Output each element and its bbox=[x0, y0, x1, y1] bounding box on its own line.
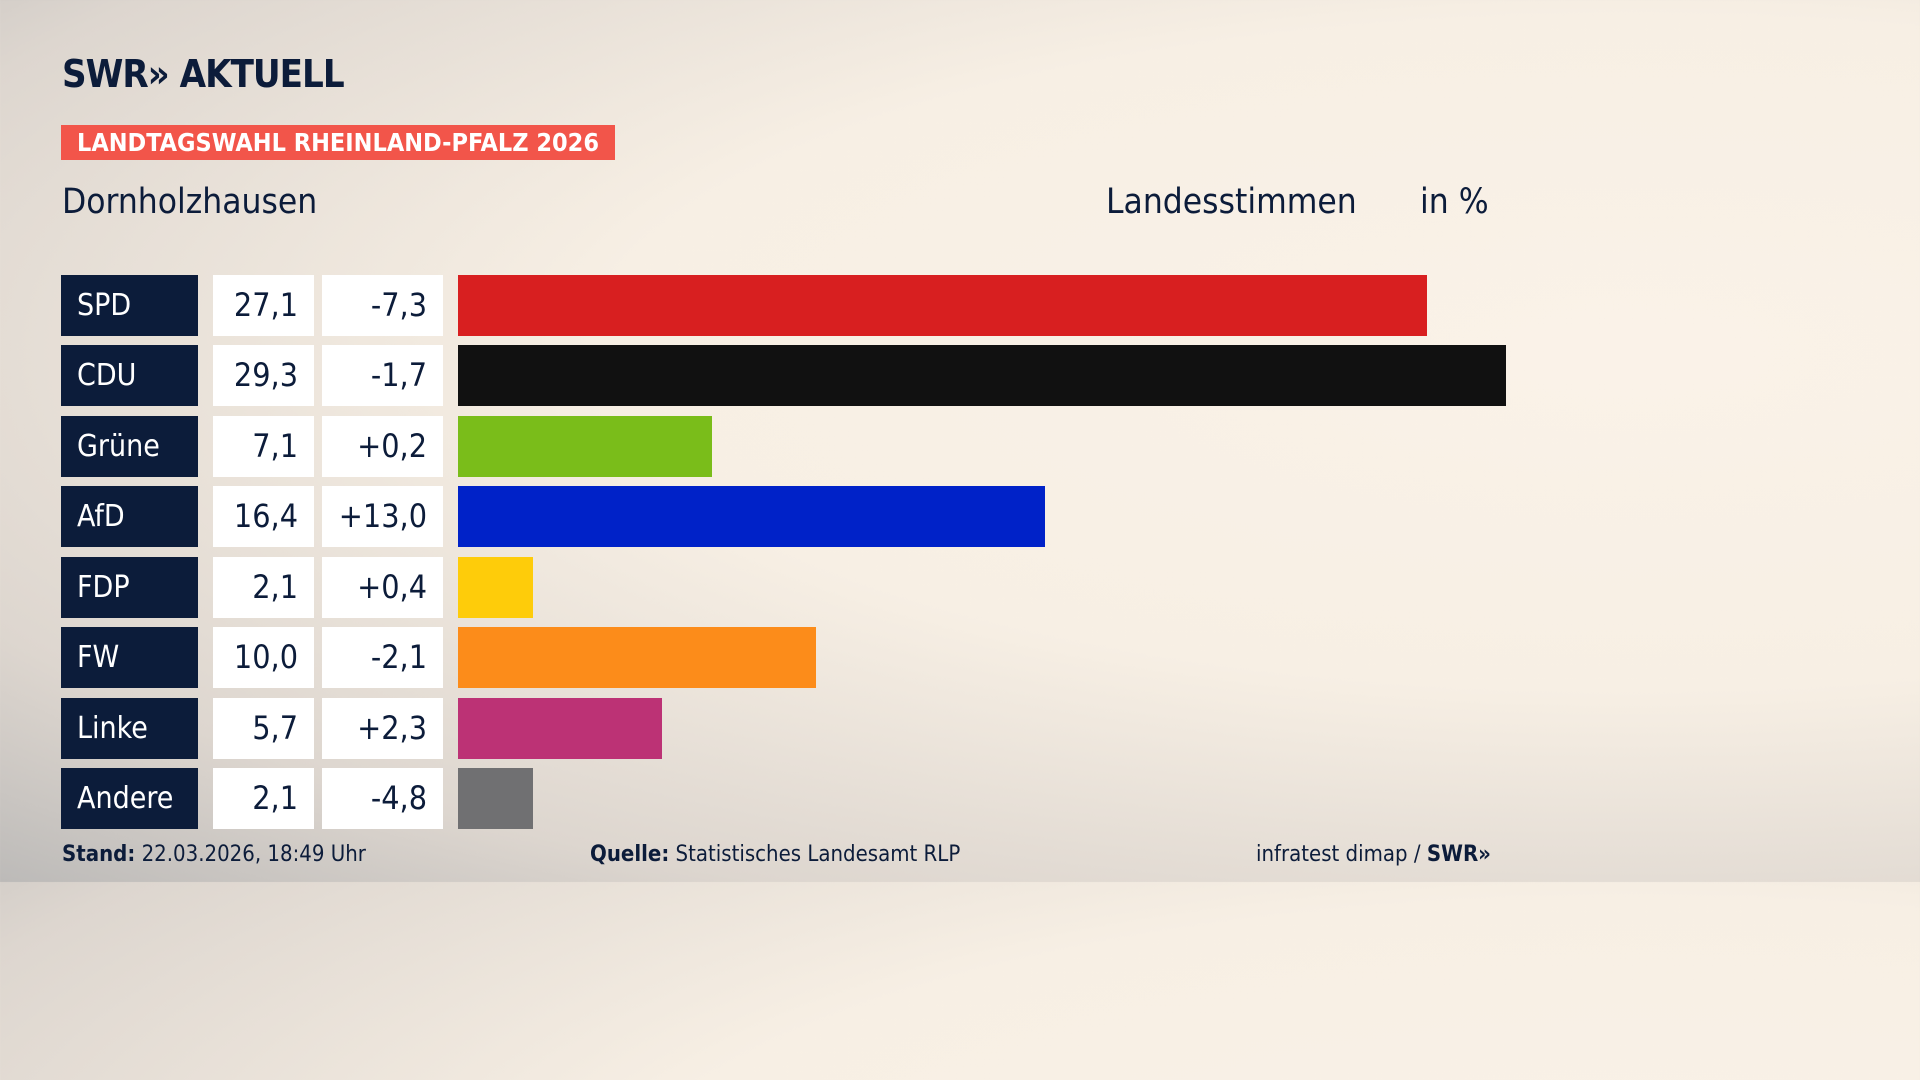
value-label: 5,7 bbox=[213, 698, 314, 759]
region-title: Dornholzhausen bbox=[62, 182, 318, 222]
diff-label: +13,0 bbox=[322, 486, 443, 547]
value-label: 29,3 bbox=[213, 345, 314, 406]
measure-label: Landesstimmen bbox=[1106, 182, 1357, 222]
party-label: SPD bbox=[61, 275, 198, 336]
bar-linke bbox=[458, 698, 662, 759]
bar-cdu bbox=[458, 345, 1506, 406]
source-value: Statistisches Landesamt RLP bbox=[675, 842, 961, 867]
value-label: 27,1 bbox=[213, 275, 314, 336]
party-label: FDP bbox=[61, 557, 198, 618]
bar-fw bbox=[458, 627, 816, 688]
party-label: Grüne bbox=[61, 416, 198, 477]
value-label: 7,1 bbox=[213, 416, 314, 477]
diff-label: +2,3 bbox=[322, 698, 443, 759]
party-label: Andere bbox=[61, 768, 198, 829]
diff-label: -4,8 bbox=[322, 768, 443, 829]
credit-text: infratest dimap / bbox=[1256, 842, 1427, 867]
value-label: 16,4 bbox=[213, 486, 314, 547]
party-label: CDU bbox=[61, 345, 198, 406]
bar-andere bbox=[458, 768, 534, 829]
swr-small-logo: SWR» bbox=[1426, 842, 1491, 867]
diff-label: -1,7 bbox=[322, 345, 443, 406]
value-label: 2,1 bbox=[213, 768, 314, 829]
party-label: AfD bbox=[61, 486, 198, 547]
party-label: FW bbox=[61, 627, 198, 688]
bar-spd bbox=[458, 275, 1428, 336]
bar-fdp bbox=[458, 557, 534, 618]
bar-afd bbox=[458, 486, 1045, 547]
diff-label: -2,1 bbox=[322, 627, 443, 688]
election-kicker: LANDTAGSWAHL RHEINLAND-PFALZ 2026 bbox=[61, 125, 615, 160]
footer-credit: infratest dimap / SWR» bbox=[1256, 842, 1491, 867]
value-label: 2,1 bbox=[213, 557, 314, 618]
party-label: Linke bbox=[61, 698, 198, 759]
footer-source: Quelle: Statistisches Landesamt RLP bbox=[590, 842, 960, 867]
unit-label: in % bbox=[1420, 182, 1489, 222]
swr-aktuell-logo: SWR» AKTUELL bbox=[62, 52, 345, 96]
source-label: Quelle: bbox=[590, 842, 670, 867]
stand-label: Stand: bbox=[62, 842, 136, 867]
bar-grüne bbox=[458, 416, 712, 477]
diff-label: +0,4 bbox=[322, 557, 443, 618]
diff-label: +0,2 bbox=[322, 416, 443, 477]
value-label: 10,0 bbox=[213, 627, 314, 688]
stand-value: 22.03.2026, 18:49 Uhr bbox=[141, 842, 366, 867]
footer-stand: Stand: 22.03.2026, 18:49 Uhr bbox=[62, 842, 366, 867]
diff-label: -7,3 bbox=[322, 275, 443, 336]
